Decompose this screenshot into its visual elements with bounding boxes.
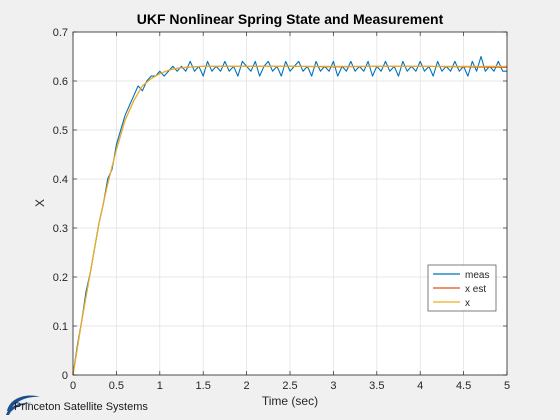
x-tick-label: 0.5 xyxy=(109,380,124,392)
y-tick-label: 0.2 xyxy=(53,272,68,284)
y-tick-label: 0.7 xyxy=(53,27,68,39)
y-tick-label: 0 xyxy=(62,370,68,382)
logo-swoosh-icon xyxy=(6,395,40,415)
series-line-x xyxy=(72,65,507,376)
x-tick-label: 1.5 xyxy=(196,380,211,392)
series-line-meas xyxy=(72,55,507,376)
x-tick-label: 4.5 xyxy=(456,380,471,392)
x-tick-label: 1 xyxy=(157,380,163,392)
x-tick-label: 3 xyxy=(330,380,336,392)
x-tick-label: 3.5 xyxy=(369,380,384,392)
x-tick-label: 2 xyxy=(244,380,250,392)
y-tick-label: 0.6 xyxy=(53,76,68,88)
x-axis-label: Time (sec) xyxy=(262,394,318,408)
y-tick-label: 0.3 xyxy=(53,223,68,235)
y-tick-label: 0.1 xyxy=(53,321,68,333)
legend-label: x est xyxy=(465,284,486,295)
ticks: 0 0.5 1 1.5 2 2.5 3 3.5 4 4.5 5 0 0.1 0.2 0.3 0.4 0.5 0.6… xyxy=(53,27,510,392)
y-tick-label: 0.4 xyxy=(53,174,68,186)
x-tick-label: 2.5 xyxy=(282,380,297,392)
chart-title: UKF Nonlinear Spring State and Measureme… xyxy=(137,11,444,27)
logo-text: Princeton Satellite Systems xyxy=(14,401,148,413)
legend: meas x est x xyxy=(427,264,497,312)
legend-label: meas xyxy=(465,270,489,281)
legend-label: x xyxy=(465,298,470,309)
series-layer xyxy=(72,55,508,376)
y-axis-label: X xyxy=(33,199,47,207)
y-tick-label: 0.5 xyxy=(53,125,68,137)
company-logo: Princeton Satellite Systems xyxy=(4,393,154,417)
x-tick-label: 5 xyxy=(504,380,510,392)
x-tick-label: 0 xyxy=(70,380,76,392)
x-tick-label: 4 xyxy=(417,380,423,392)
